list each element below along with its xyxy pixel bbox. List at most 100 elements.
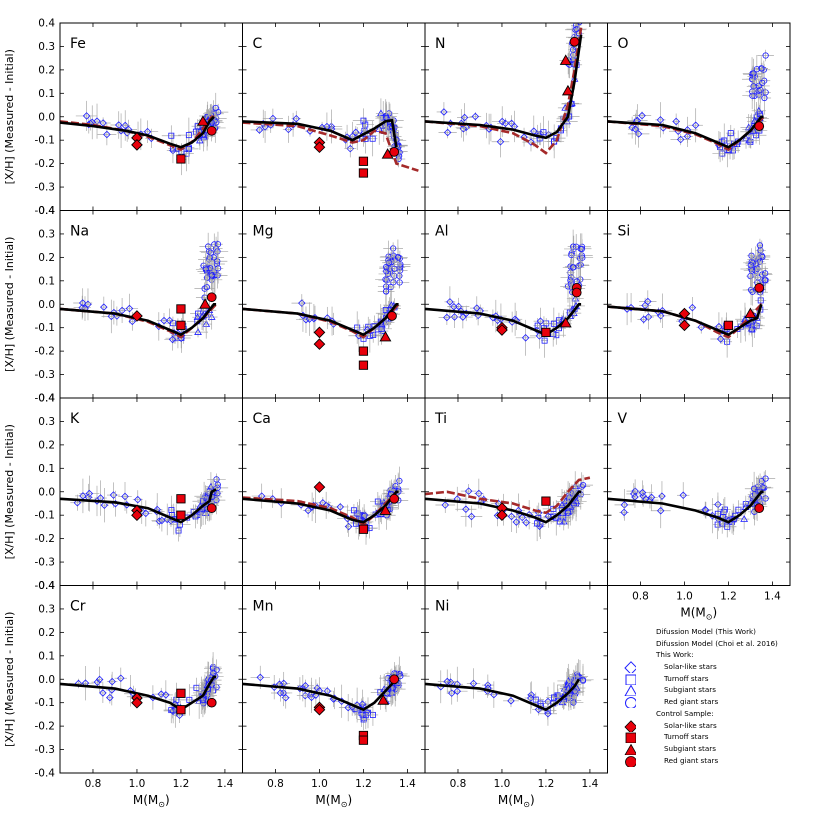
x-tick-label: 0.8	[267, 778, 284, 790]
y-tick-label: 0.3	[38, 41, 55, 53]
control-point-square	[177, 706, 185, 714]
control-point-circle	[207, 293, 216, 302]
x-axis-label: M(M⊙)	[680, 606, 717, 622]
legend-circle-open-icon	[624, 696, 636, 708]
y-tick-label: -0.2	[35, 158, 56, 170]
y-tick-label: 0.3	[38, 416, 55, 428]
x-axis-label: M(M⊙)	[315, 793, 352, 809]
control-point-circle	[390, 675, 399, 684]
y-tick-label: 0.1	[38, 88, 55, 100]
x-tick-label: 1.2	[173, 778, 190, 790]
panel-plot-area	[243, 240, 411, 370]
x-axis-label-close: )	[530, 793, 535, 807]
legend-survey-solar: Solar-like stars	[612, 661, 817, 673]
panel-plot-area	[608, 50, 774, 167]
control-point-square	[177, 689, 185, 697]
legend-control-solar-label: Solar-like stars	[664, 720, 717, 732]
panel-element-label: O	[618, 36, 629, 52]
y-tick-label: -0.3	[35, 369, 56, 381]
control-point-circle	[755, 122, 764, 131]
legend-control-header: Control Sample:	[612, 708, 817, 720]
panel-element-label: Mn	[253, 599, 274, 615]
control-point-circle	[755, 283, 764, 292]
legend-model-choi-label: Difussion Model (Choi et al. 2016)	[656, 638, 778, 650]
panel-plot-area	[60, 93, 228, 175]
survey-point-circle	[576, 12, 581, 17]
y-tick-label: 0.0	[38, 299, 55, 311]
control-point-square	[724, 321, 732, 329]
legend-control-giant-label: Red giant stars	[664, 755, 718, 767]
x-tick-label: 1.0	[494, 778, 511, 790]
legend-survey-subgiant: Subgiant stars	[612, 684, 817, 696]
panel-plot-area	[60, 652, 224, 728]
y-tick-label: 0.1	[38, 463, 55, 475]
legend-control-subgiant: Subgiant stars	[612, 743, 817, 755]
x-tick-label: 1.2	[355, 778, 372, 790]
control-point-circle	[207, 126, 216, 135]
panel-mg: Mg	[243, 211, 426, 399]
x-axis-label-sub: ⊙	[341, 800, 348, 809]
panel-k: -0.4-0.3-0.2-0.10.00.10.20.30.4K[X/H] (M…	[3, 393, 243, 593]
panel-ti: Ti	[425, 398, 608, 586]
legend-this-work-header: This Work:	[612, 649, 817, 661]
panel-ca: Ca	[243, 398, 426, 586]
y-tick-label: -0.1	[35, 697, 56, 709]
control-point-circle	[570, 37, 579, 46]
panel-element-label: Mg	[253, 224, 274, 240]
legend-survey-solar-label: Solar-like stars	[664, 661, 717, 673]
panel-element-label: V	[618, 411, 628, 427]
panel-fe: -0.4-0.3-0.2-0.10.00.10.20.30.4Fe[X/H] (…	[3, 18, 243, 218]
x-axis-label: M(M⊙)	[133, 793, 170, 809]
legend-control-solar: Solar-like stars	[612, 720, 817, 732]
panel-element-label: Ti	[434, 411, 447, 427]
control-point-square	[359, 736, 367, 744]
x-axis-label-close: )	[347, 793, 352, 807]
legend-survey-giant: Red giant stars	[612, 696, 817, 708]
y-tick-label: 0.2	[38, 252, 55, 264]
y-tick-label: 0.4	[38, 393, 55, 405]
x-axis-label-sub: ⊙	[158, 800, 165, 809]
panel-element-label: Ca	[253, 411, 271, 427]
legend-control-turnoff-label: Turnoff stars	[664, 731, 709, 743]
legend-square-open-icon	[624, 673, 636, 685]
control-point-circle	[390, 147, 399, 156]
legend: Difussion Model (This Work) Difussion Mo…	[612, 626, 817, 766]
panel-plot-area	[243, 657, 410, 745]
y-tick-label: -0.3	[35, 557, 56, 569]
legend-circle-filled-icon	[624, 755, 636, 767]
control-point-square	[177, 495, 185, 503]
y-tick-label: 0.2	[38, 64, 55, 76]
y-tick-label: 0.2	[38, 439, 55, 451]
control-point-square	[177, 321, 185, 329]
survey-point-circle	[575, 7, 580, 12]
legend-this-work-title: This Work:	[656, 649, 694, 661]
panel-plot-area	[60, 232, 228, 353]
y-tick-label: 0.4	[38, 205, 55, 217]
panel-plot-area	[608, 239, 773, 358]
x-tick-label: 1.2	[720, 591, 737, 603]
x-tick-label: 1.2	[538, 778, 555, 790]
control-point-square	[359, 361, 367, 369]
control-point-square	[359, 525, 367, 533]
legend-model-this: Difussion Model (This Work)	[612, 626, 817, 638]
y-tick-label: 0.3	[38, 228, 55, 240]
panel-element-label: N	[435, 36, 445, 52]
y-tick-label: -0.3	[35, 744, 56, 756]
y-tick-label: 0.1	[38, 650, 55, 662]
legend-triangle-filled-icon	[624, 743, 636, 755]
panel-element-label: K	[70, 411, 80, 427]
x-tick-label: 1.0	[129, 778, 146, 790]
legend-survey-turnoff-label: Turnoff stars	[664, 673, 709, 685]
panel-element-label: Al	[435, 224, 448, 240]
y-tick-label: -0.3	[35, 182, 56, 194]
control-point-circle	[755, 504, 764, 513]
y-tick-label: 0.1	[38, 275, 55, 287]
x-tick-label: 1.4	[217, 778, 234, 790]
control-point-circle	[572, 288, 581, 297]
control-point-diamond	[314, 327, 324, 337]
panel-element-label: Ni	[435, 599, 449, 615]
